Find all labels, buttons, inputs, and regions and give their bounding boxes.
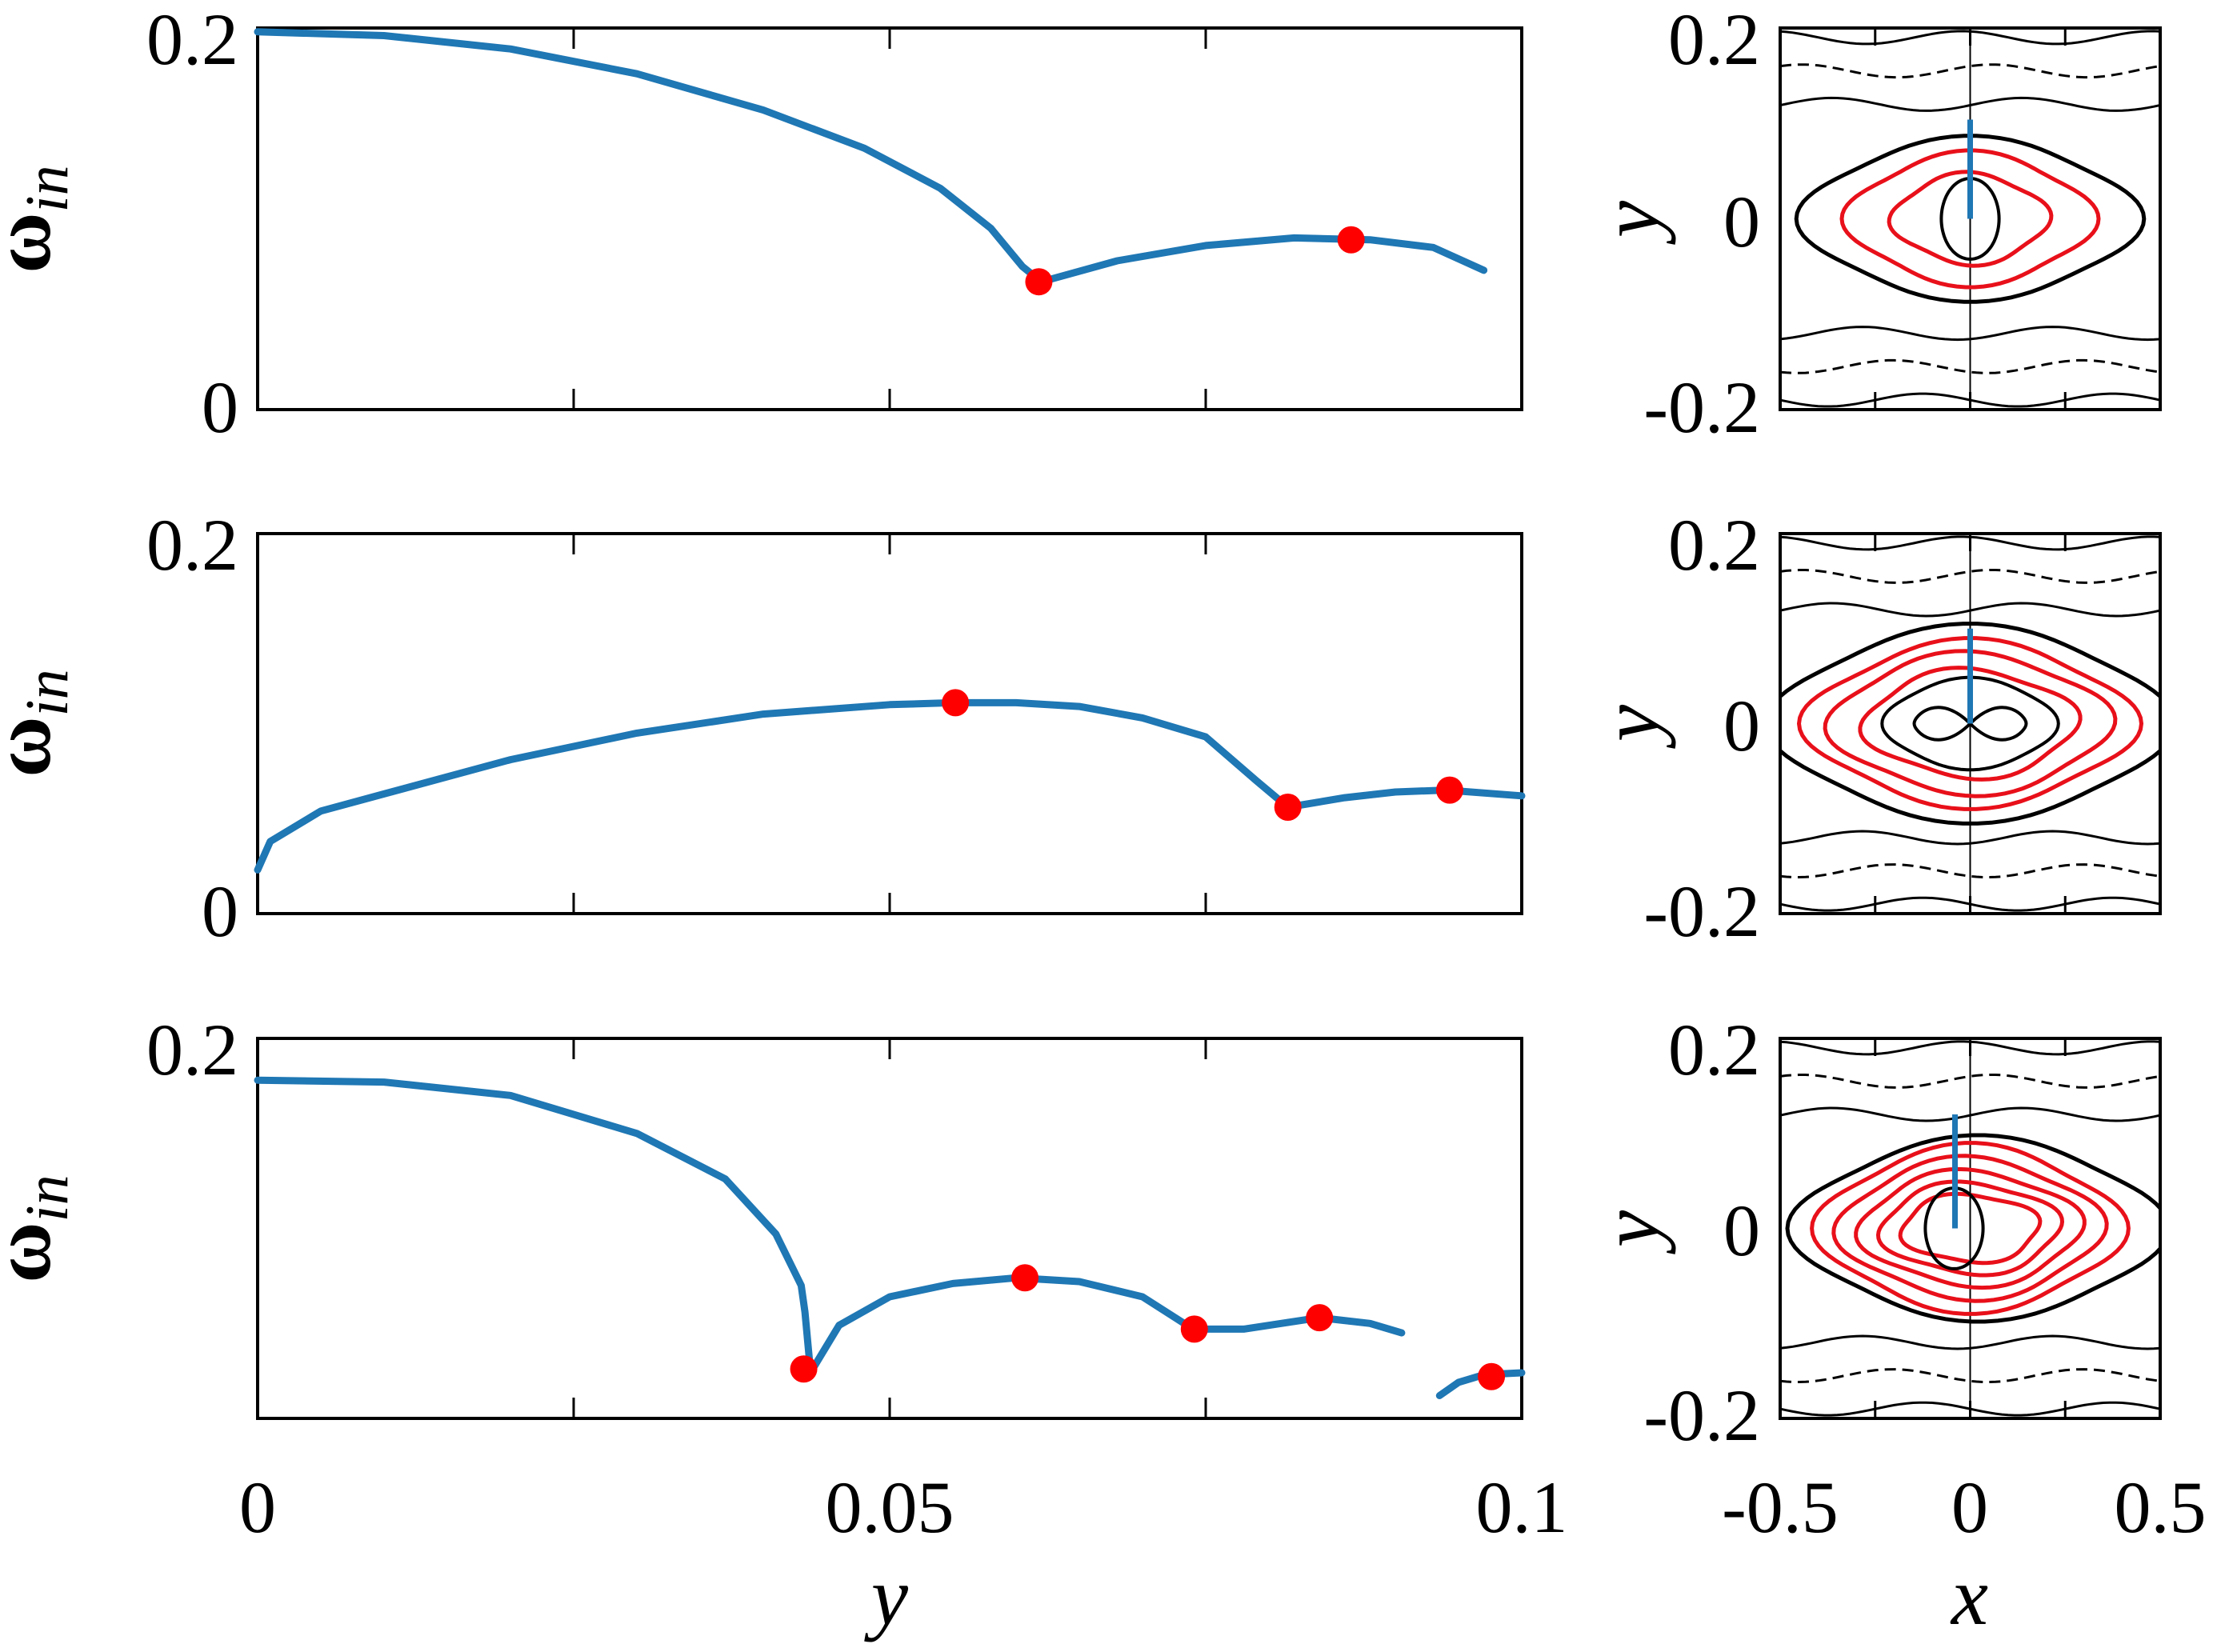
panel-omega-row3: 0.2 ωin 0 0.05 0.1 y bbox=[0, 1009, 1568, 1642]
xtick-label: 0 bbox=[239, 1466, 276, 1548]
ytick-label: 0 bbox=[202, 870, 238, 952]
omega-curve-segment bbox=[254, 28, 1488, 286]
ytick-label: 0 bbox=[1723, 685, 1760, 766]
red-contour bbox=[1875, 1179, 2065, 1278]
ylabel-symbol: ω bbox=[0, 717, 68, 778]
ytick-label: 0.2 bbox=[1668, 1009, 1760, 1090]
separatrix-contour bbox=[1785, 1133, 2160, 1324]
xtick-label: -0.5 bbox=[1722, 1466, 1839, 1548]
red-marker bbox=[1306, 1304, 1334, 1332]
ytick-label: 0.2 bbox=[1668, 0, 1760, 80]
red-marker bbox=[1180, 1315, 1208, 1343]
red-contour bbox=[1810, 1141, 2131, 1316]
omega-curve-segment bbox=[254, 698, 1526, 874]
ytick-label: 0.2 bbox=[146, 0, 238, 80]
xtick-label: 0.05 bbox=[826, 1466, 954, 1548]
inner-contour bbox=[1880, 675, 2060, 772]
y-axis-label: ωin bbox=[0, 669, 81, 777]
panel-phase-row2: 0.2 0 -0.2 y bbox=[1584, 504, 2162, 952]
ylabel-subscript: in bbox=[14, 1174, 81, 1222]
ylabel-subscript: in bbox=[14, 165, 81, 212]
inner-contour bbox=[1939, 177, 2001, 261]
ytick-label: 0.2 bbox=[146, 1009, 238, 1090]
red-contour bbox=[1898, 1191, 2043, 1266]
y-axis-label: ωin bbox=[0, 165, 81, 273]
y-axis-label: y bbox=[1584, 704, 1676, 749]
y-axis-label: y bbox=[1584, 200, 1676, 245]
plot-frame bbox=[256, 26, 1523, 411]
red-contour bbox=[1831, 1154, 2109, 1303]
red-marker bbox=[942, 689, 970, 717]
xtick-label: 0 bbox=[1951, 1466, 1988, 1548]
streamline bbox=[1780, 326, 2160, 342]
ylabel-subscript: in bbox=[14, 669, 81, 716]
x-axis-label: x bbox=[1950, 1550, 1988, 1642]
plot-frame bbox=[256, 1037, 1523, 1420]
ytick-label: 0 bbox=[202, 366, 238, 448]
ylabel-symbol: ω bbox=[0, 213, 68, 274]
red-contour bbox=[1858, 666, 2083, 782]
ytick-label: 0.2 bbox=[146, 504, 238, 586]
ytick-label: -0.2 bbox=[1643, 366, 1760, 448]
ytick-label: 0.2 bbox=[1668, 504, 1760, 586]
red-marker bbox=[1435, 776, 1463, 804]
red-contour bbox=[1839, 148, 2101, 290]
separatrix-contour bbox=[1794, 134, 2147, 304]
streamline bbox=[1780, 1074, 2160, 1089]
panel-phase-row3: 0.2 0 -0.2 y -0.5 0 0.5 x bbox=[1584, 1009, 2207, 1642]
red-marker bbox=[1274, 794, 1302, 821]
red-marker bbox=[1337, 226, 1365, 254]
streamline bbox=[1780, 1334, 2160, 1350]
ytick-label: -0.2 bbox=[1643, 870, 1760, 952]
red-marker bbox=[1025, 268, 1053, 296]
ylabel-symbol: ω bbox=[0, 1222, 68, 1283]
contour-group bbox=[1780, 534, 2160, 914]
red-contour bbox=[1854, 1166, 2087, 1290]
streamline bbox=[1780, 830, 2160, 846]
red-contour bbox=[1823, 649, 2118, 798]
panel-omega-row2: 0 0.2 ωin bbox=[0, 504, 1526, 952]
red-marker bbox=[790, 1355, 818, 1383]
ytick-label: 0 bbox=[1723, 181, 1760, 262]
streamline bbox=[1780, 1106, 2160, 1122]
xtick-label: 0.1 bbox=[1476, 1466, 1568, 1548]
streamline bbox=[1780, 96, 2160, 112]
streamline bbox=[1780, 358, 2160, 374]
red-contour bbox=[1887, 170, 2054, 268]
streamline bbox=[1780, 569, 2160, 584]
ytick-label: 0 bbox=[1723, 1190, 1760, 1271]
omega-curve-segment bbox=[254, 1076, 814, 1371]
streamline bbox=[1780, 1368, 2160, 1383]
xtick-label: 0.5 bbox=[2115, 1466, 2207, 1548]
panel-phase-row1: 0.2 0 -0.2 y bbox=[1584, 0, 2162, 448]
x-axis-label: y bbox=[864, 1550, 909, 1642]
separatrix-contour bbox=[1780, 622, 2160, 826]
red-marker bbox=[1011, 1264, 1039, 1292]
contour-group bbox=[1780, 1038, 2160, 1418]
inner-contour bbox=[1923, 1186, 1985, 1270]
red-contour bbox=[1796, 636, 2144, 811]
y-axis-label: y bbox=[1584, 1210, 1676, 1254]
plot-frame bbox=[256, 532, 1523, 915]
streamline bbox=[1780, 863, 2160, 878]
streamline bbox=[1780, 63, 2160, 79]
red-marker bbox=[1478, 1362, 1506, 1390]
y-axis-label: ωin bbox=[0, 1174, 81, 1282]
panel-omega-row1: 0 0.2 ωin bbox=[0, 0, 1523, 448]
ytick-label: -0.2 bbox=[1643, 1374, 1760, 1456]
streamline bbox=[1780, 602, 2160, 618]
